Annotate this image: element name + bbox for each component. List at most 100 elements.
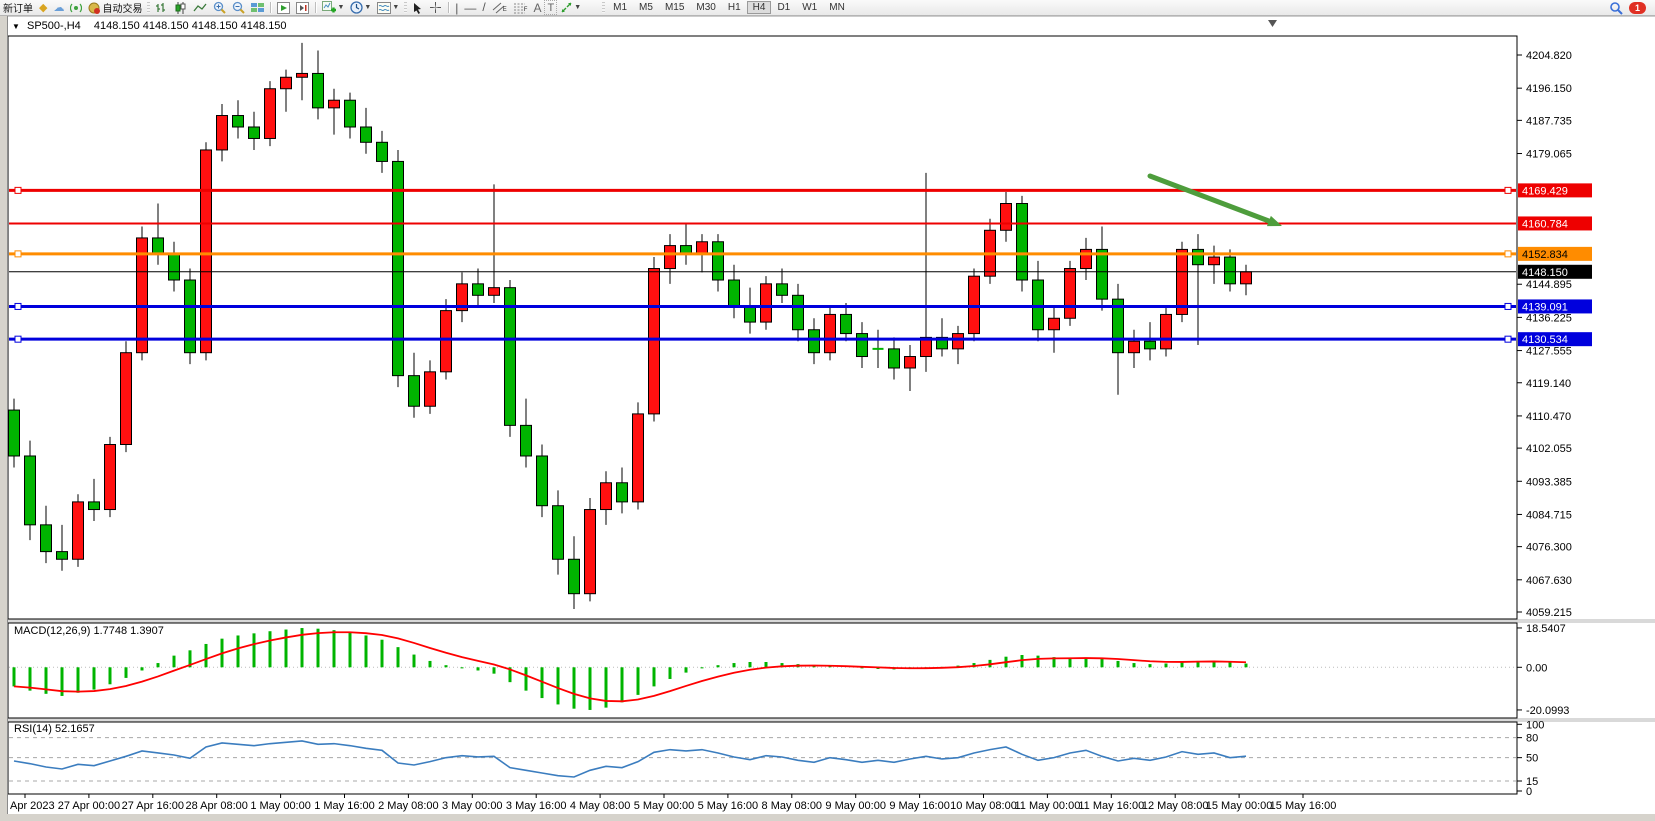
bull-candle — [1064, 268, 1076, 319]
zoom-in-icon[interactable] — [210, 1, 229, 14]
bear-candle — [680, 245, 692, 254]
macd-indicator-label: MACD(12,26,9) 1.7748 1.3907 — [14, 625, 164, 637]
bear-candle — [856, 333, 868, 358]
time-axis-label: 3 May 00:00 — [442, 800, 503, 812]
price-axis-label: 4084.715 — [1526, 509, 1572, 521]
time-axis-label: 15 May 00:00 — [1206, 800, 1273, 812]
price-axis-label: 4187.735 — [1526, 115, 1572, 127]
line-anchor — [1504, 186, 1512, 194]
timeframe-h4-button[interactable]: H4 — [746, 1, 772, 14]
bear-candle — [712, 241, 724, 281]
chart-header: ▼ SP500-,H4 4148.150 4148.150 4148.150 4… — [12, 20, 287, 32]
line-anchor — [1504, 302, 1512, 310]
timeframe-d1-button[interactable]: D1 — [777, 2, 791, 13]
bear-candle — [936, 336, 948, 350]
autotrading-button[interactable]: 自动交易 — [85, 1, 145, 15]
search-icon[interactable] — [1606, 1, 1626, 15]
bull-candle — [328, 99, 340, 109]
macd-axis-label: 0.00 — [1526, 662, 1547, 674]
main-toolbar: 新订单 ◆ ☁ 自动交易 — [0, 0, 1655, 16]
price-axis-label: 4059.215 — [1526, 607, 1572, 619]
macd-signal-line — [13, 631, 1247, 703]
price-tag — [1518, 299, 1592, 314]
bear-candle — [1144, 340, 1156, 350]
label-tool-icon[interactable]: T — [544, 0, 558, 15]
timeframe-m5-button[interactable]: M5 — [639, 2, 653, 13]
bear-candle — [40, 524, 52, 553]
crosshair-tool-icon[interactable] — [426, 1, 445, 14]
window-left-border — [0, 15, 8, 821]
time-axis-label: 1 May 00:00 — [250, 800, 311, 812]
bear-candle — [360, 126, 372, 143]
line-chart-type-icon[interactable] — [190, 1, 210, 14]
notifications-badge[interactable]: 1 — [1626, 1, 1649, 14]
timeframe-m15-button[interactable]: M15 — [664, 2, 685, 13]
bear-candle — [888, 348, 900, 369]
line-anchor — [14, 250, 22, 258]
zoom-out-icon[interactable] — [229, 1, 248, 14]
bear-candle — [840, 313, 852, 335]
line-anchor — [14, 335, 22, 343]
new-order-button[interactable]: 新订单 — [3, 4, 33, 15]
time-axis-label: 27 Apr 16:00 — [122, 800, 184, 812]
bid-price-tag-text: 4148.150 — [1522, 267, 1568, 279]
periods-button[interactable]: ▼ — [347, 1, 374, 14]
step-forward-icon[interactable] — [293, 1, 312, 14]
shapes-tool-button[interactable]: ▼ — [557, 1, 584, 14]
signals-icon[interactable] — [67, 1, 85, 14]
bull-candle — [216, 115, 228, 151]
rsi-axis-label: 100 — [1526, 719, 1544, 731]
add-indicator-button[interactable]: ▼ — [319, 1, 347, 14]
rsi-axis-label: 0 — [1526, 786, 1532, 798]
bear-candle — [1112, 298, 1124, 354]
timeframe-mn-button[interactable]: MN — [829, 2, 845, 13]
price-tag-text: 4139.091 — [1522, 301, 1568, 313]
bear-candle — [792, 294, 804, 331]
price-axis-label: 4196.150 — [1526, 83, 1572, 95]
strategy-tester-icon[interactable] — [274, 1, 293, 14]
horizontal-line-tool-icon[interactable]: — — [464, 0, 477, 15]
price-tag — [1518, 332, 1592, 347]
timeframe-m1-button[interactable]: M1 — [613, 2, 628, 13]
bear-candle — [88, 501, 100, 511]
cursor-tool-icon[interactable] — [409, 1, 426, 14]
rsi-axis-label: 15 — [1526, 776, 1538, 788]
time-axis-label: 10 May 08:00 — [950, 800, 1017, 812]
time-axis-label: 5 May 00:00 — [634, 800, 695, 812]
chart-menu-arrow-icon[interactable]: ▼ — [12, 22, 20, 31]
bear-candle — [504, 287, 516, 426]
vertical-line-tool-icon[interactable]: | — [455, 0, 459, 15]
channel-tool-icon[interactable]: E — [489, 1, 510, 14]
trend-arrow-object[interactable] — [1147, 173, 1278, 226]
trendline-tool-icon[interactable]: / — [482, 0, 486, 14]
bull-candle — [1000, 203, 1012, 231]
bear-candle — [1016, 203, 1028, 281]
bid-price-tag — [1518, 264, 1592, 279]
templates-button[interactable]: ▼ — [374, 1, 402, 14]
timeframe-w1-button[interactable]: W1 — [802, 2, 818, 13]
bull-candle — [600, 482, 612, 511]
bull-candle — [648, 268, 660, 415]
line-anchor — [14, 302, 22, 310]
metaquotes-icon[interactable]: ◆ — [39, 2, 48, 14]
tile-windows-icon[interactable] — [248, 1, 267, 14]
candle-chart-type-icon[interactable] — [171, 1, 190, 14]
timeframe-h1-button[interactable]: H1 — [727, 2, 741, 13]
line-anchor — [1504, 250, 1512, 258]
bear-candle — [184, 279, 196, 354]
fibonacci-tool-icon[interactable]: F — [510, 1, 531, 14]
bear-candle — [152, 237, 164, 254]
toolbar-grip — [602, 2, 606, 13]
market-watch-icon[interactable]: ☁ — [53, 2, 65, 14]
bull-candle — [1240, 271, 1252, 285]
bull-candle — [824, 313, 836, 354]
text-tool-icon[interactable]: A — [533, 0, 542, 15]
bar-chart-type-icon[interactable] — [152, 1, 171, 14]
bear-candle — [1224, 256, 1236, 285]
timeframe-m30-button[interactable]: M30 — [696, 2, 716, 13]
time-axis-label: 9 May 16:00 — [889, 800, 950, 812]
bear-candle — [728, 279, 740, 308]
bear-candle — [376, 141, 388, 162]
